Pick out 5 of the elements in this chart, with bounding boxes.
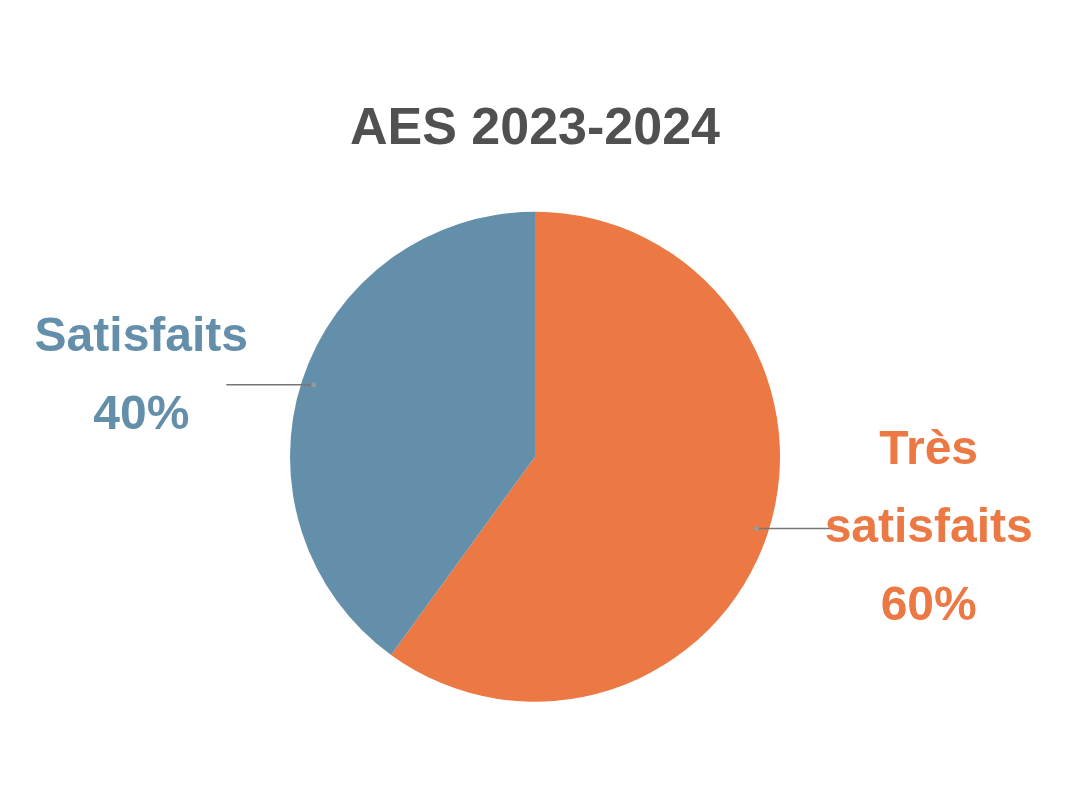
- data-label: 60%: [880, 576, 977, 630]
- chart-title: AES 2023-2024: [349, 96, 721, 155]
- slice-label: Satisfaits: [34, 308, 249, 362]
- data-label: 40%: [93, 386, 190, 440]
- slice-label: Très satisfaits: [824, 420, 1033, 552]
